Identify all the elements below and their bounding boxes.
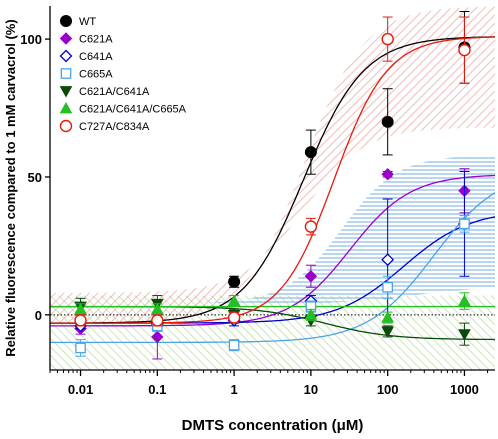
data-point — [459, 215, 470, 233]
legend-item: C727A/C834A — [59, 119, 150, 133]
marker-triangle-up-filled — [458, 294, 471, 306]
data-points — [74, 11, 471, 360]
marker-circle-open — [304, 220, 318, 233]
legend-item: C621A/C641A/C665A — [59, 101, 187, 116]
legend-label: WT — [79, 16, 96, 28]
legend: WT C621A C641A C665A C621A/C641A C621A/C641A/… — [59, 15, 187, 133]
marker-triangle-up-filled — [74, 302, 87, 315]
data-point — [304, 308, 318, 321]
legend-marker — [59, 32, 73, 45]
data-point — [381, 88, 394, 156]
data-point — [381, 168, 394, 181]
legend-label: C641A — [79, 51, 113, 63]
data-point — [381, 311, 395, 324]
marker-triangle-up-filled — [381, 311, 395, 323]
data-point — [458, 292, 471, 310]
x-tick-label: 1 — [230, 382, 237, 397]
marker-circle-open — [227, 311, 241, 324]
data-point — [381, 325, 395, 338]
legend-label: C621A/C641A/C665A — [79, 104, 187, 116]
data-point — [75, 339, 86, 357]
marker-diamond-open — [381, 253, 395, 267]
marker-triangle-up-filled — [304, 308, 318, 320]
legend-marker — [60, 15, 72, 27]
marker-triangle-down-filled — [381, 326, 395, 338]
marker-square-open — [459, 218, 470, 230]
x-axis-title: DMTS concentration (μM) — [182, 417, 364, 434]
x-tick-label: 100 — [377, 382, 399, 397]
y-tick-label: 100 — [20, 32, 42, 47]
legend-marker — [59, 49, 73, 63]
legend-item: C621A/C641A — [59, 86, 150, 98]
fit-curves — [50, 36, 495, 344]
legend-marker — [59, 86, 73, 98]
data-point — [150, 302, 164, 316]
legend-label: C665A — [79, 69, 113, 81]
red-ci-band — [50, 6, 495, 323]
marker-diamond-filled — [151, 330, 164, 344]
data-point — [151, 314, 164, 327]
data-point — [382, 275, 393, 299]
data-point — [304, 264, 318, 288]
data-point — [381, 16, 394, 62]
marker-circle-open — [458, 43, 471, 57]
marker-circle-filled — [304, 146, 317, 159]
marker-square-open — [382, 281, 393, 293]
marker-diamond-filled — [381, 168, 394, 181]
x-tick-label: 10 — [304, 382, 318, 397]
legend-label: C621A/C641A — [79, 86, 150, 98]
data-point — [227, 294, 241, 308]
fit-curve-1 — [50, 174, 495, 327]
y-tick-label: 50 — [28, 170, 42, 185]
data-point — [304, 129, 317, 175]
data-point — [304, 217, 318, 236]
legend-item: C641A — [59, 49, 113, 63]
x-tick-label: 0.1 — [148, 382, 166, 397]
data-point — [228, 275, 241, 288]
legend-marker — [59, 119, 73, 133]
marker-triangle-down-filled — [458, 329, 471, 341]
marker-square-open — [75, 342, 86, 354]
x-tick-label: 1000 — [450, 382, 479, 397]
marker-circle-open — [151, 314, 164, 327]
legend-label: C727A/C834A — [79, 121, 150, 133]
data-point — [227, 311, 241, 324]
legend-item: C621A — [59, 32, 113, 46]
y-axis-title: Relative fluorescence compared to 1 mM c… — [3, 19, 18, 356]
marker-circle-filled — [381, 115, 394, 128]
marker-diamond-filled — [304, 270, 318, 283]
marker-triangle-up-filled — [227, 294, 241, 306]
data-point — [458, 16, 471, 84]
marker-triangle-up-filled — [150, 302, 164, 315]
data-point — [228, 339, 240, 352]
axes: 0 50 100 0.01 0.1 1 10 100 1000 — [20, 6, 495, 397]
legend-marker — [60, 68, 72, 79]
legend-label: C621A — [79, 34, 113, 46]
marker-circle-open — [381, 32, 394, 46]
legend-item: C665A — [60, 68, 113, 81]
fit-curve-3 — [50, 192, 495, 344]
marker-circle-open — [74, 314, 87, 327]
legend-item: WT — [60, 15, 96, 28]
y-tick-label: 0 — [35, 308, 42, 323]
data-point — [458, 322, 471, 346]
marker-square-open — [228, 339, 240, 351]
marker-circle-filled — [228, 275, 241, 288]
data-point — [381, 198, 395, 321]
x-tick-label: 0.01 — [68, 382, 93, 397]
blue-ci-band — [50, 155, 495, 304]
data-point — [74, 314, 87, 327]
fit-curve-6 — [50, 36, 495, 324]
legend-marker — [59, 101, 73, 114]
